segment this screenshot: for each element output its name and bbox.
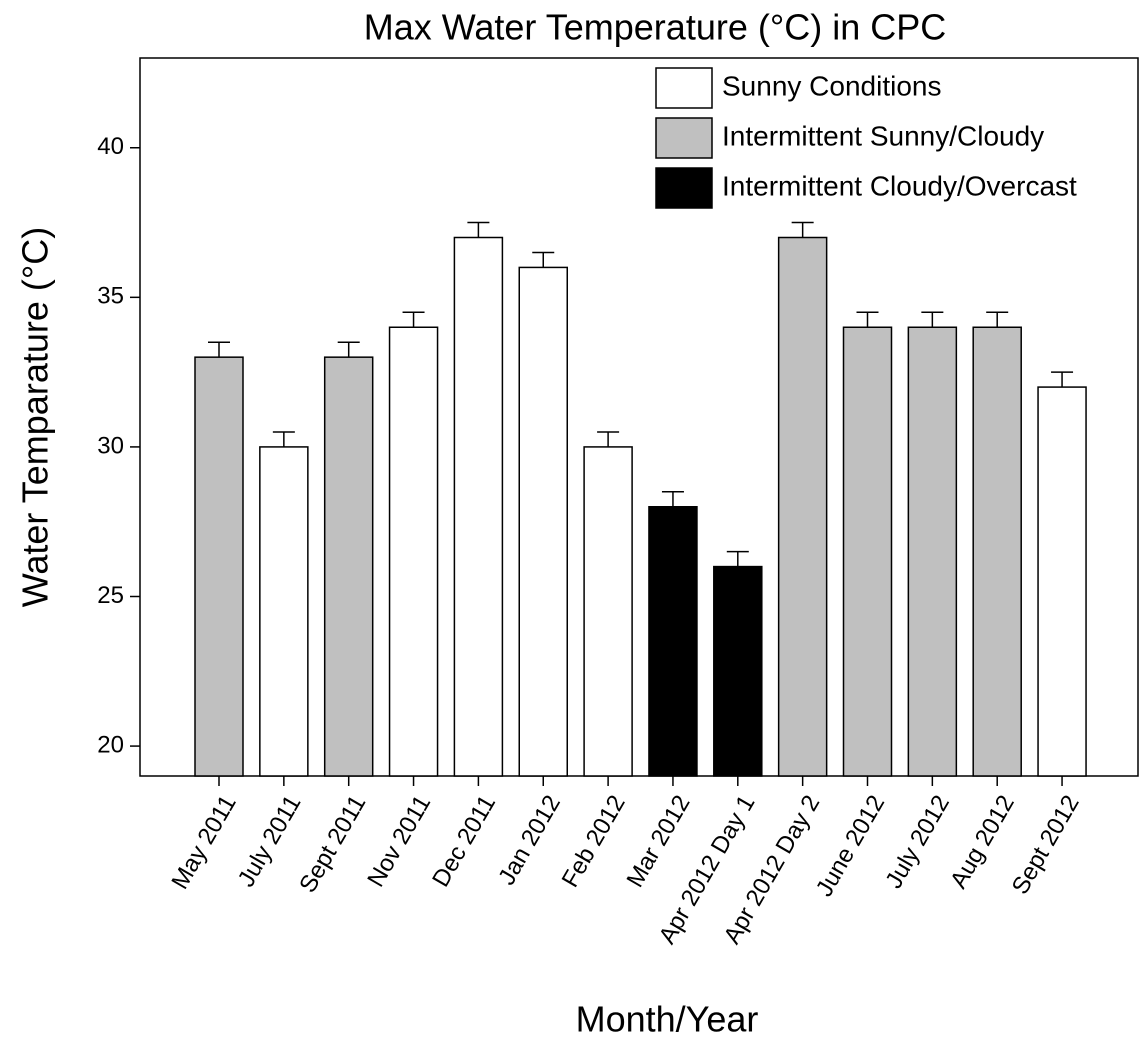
x-tick-label: Dec 2011 bbox=[427, 791, 501, 892]
bar bbox=[453, 236, 504, 777]
x-tick-label: Sept 2012 bbox=[1007, 791, 1085, 899]
y-tick-label: 35 bbox=[97, 283, 124, 310]
x-tick-label: Mar 2012 bbox=[622, 791, 696, 892]
x-tick-label: July 2012 bbox=[880, 791, 955, 893]
bar bbox=[713, 565, 763, 777]
legend-swatch bbox=[655, 117, 713, 159]
legend-label: Intermittent Cloudy/Overcast bbox=[722, 170, 1077, 201]
legend-label: Sunny Conditions bbox=[722, 70, 941, 101]
x-tick-label: Jan 2012 bbox=[493, 791, 566, 890]
bar bbox=[518, 266, 568, 777]
y-tick-label: 40 bbox=[97, 133, 124, 160]
x-tick-label: Aug 2012 bbox=[945, 791, 1020, 893]
plot-frame bbox=[139, 57, 1139, 777]
bar bbox=[259, 446, 309, 777]
x-tick-label: Feb 2012 bbox=[557, 791, 631, 892]
x-tick-label: May 2011 bbox=[166, 791, 241, 894]
y-tick-label: 25 bbox=[97, 582, 124, 609]
bar bbox=[648, 506, 698, 777]
bar bbox=[907, 326, 958, 777]
bar bbox=[842, 326, 893, 777]
bar bbox=[323, 356, 374, 777]
bar bbox=[583, 446, 633, 777]
bar bbox=[1037, 386, 1087, 777]
y-tick-label: 30 bbox=[97, 432, 124, 459]
bar bbox=[972, 326, 1022, 777]
y-axis-label: Water Temparature (°C) bbox=[15, 227, 56, 608]
x-tick-label: Nov 2011 bbox=[362, 791, 436, 892]
bar bbox=[388, 326, 439, 777]
chart-title: Max Water Temperature (°C) in CPC bbox=[364, 7, 947, 48]
bar bbox=[194, 356, 244, 777]
x-tick-label: July 2011 bbox=[233, 791, 307, 892]
legend-swatch bbox=[655, 167, 713, 209]
legend-label: Intermittent Sunny/Cloudy bbox=[722, 120, 1044, 151]
bar bbox=[777, 236, 828, 777]
x-tick-label: Sept 2011 bbox=[294, 791, 371, 898]
legend-swatch bbox=[655, 67, 713, 109]
x-axis-label: Month/Year bbox=[576, 999, 759, 1040]
y-tick-label: 20 bbox=[97, 731, 124, 758]
